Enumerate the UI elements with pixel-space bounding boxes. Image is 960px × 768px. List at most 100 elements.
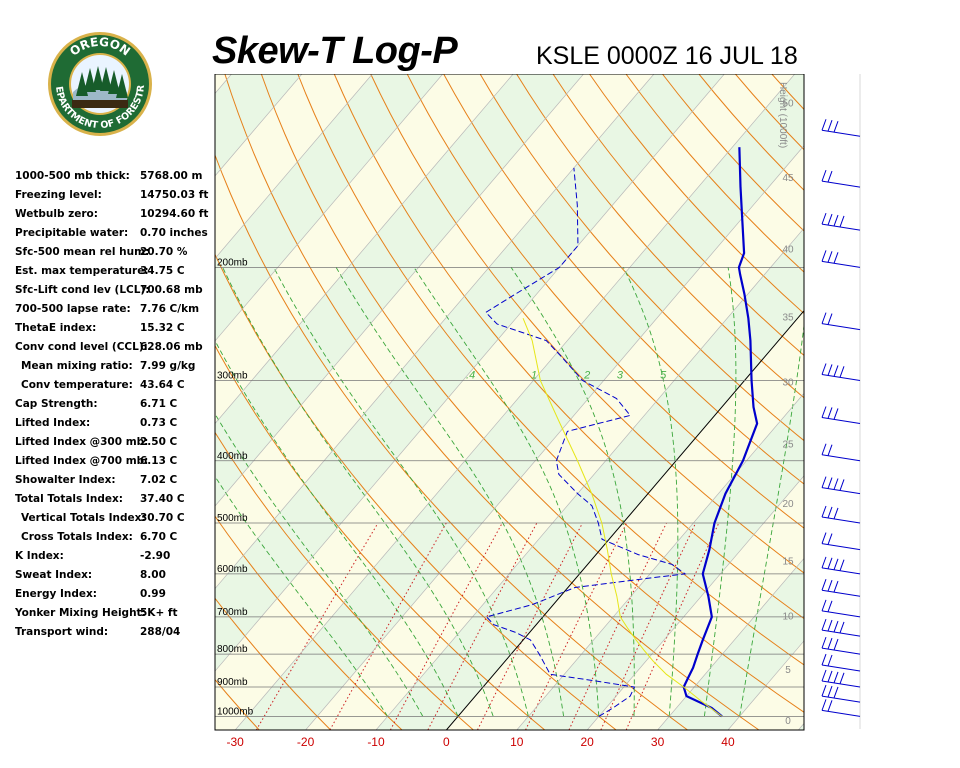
x-tick-label: -30 (227, 735, 245, 749)
wind-barb (821, 312, 861, 331)
barb-flag (821, 618, 827, 631)
skew-t-diagram: 200mb 300mb 400mb 500mb 600mb 700mb 800mb 900mb… (214, 74, 805, 749)
dry-adiabat-line (516, 74, 804, 399)
index-row: Cross Totals Index: 6.70 C (15, 529, 215, 548)
logo-ground (72, 100, 128, 108)
index-label: Lifted Index: (15, 417, 91, 429)
barb-flag (821, 476, 827, 488)
pressure-level-label: 300mb (217, 370, 248, 381)
index-value: 2.50 C (140, 436, 178, 448)
index-row: Sfc-500 mean rel hum: 20.70 % (15, 244, 215, 263)
barb-shaft (821, 417, 861, 424)
mixing-ratio-line (477, 522, 583, 730)
dry-adiabat-line (370, 74, 804, 574)
height-tick-label: 5 (785, 665, 791, 676)
height-tick-label: 40 (782, 244, 794, 255)
dry-adiabat-line (698, 74, 804, 191)
temperature-band (235, 74, 804, 730)
barb-flag (821, 579, 827, 591)
index-label: Cap Strength: (15, 398, 98, 410)
index-label: Sfc-Lift cond lev (LCL): (15, 284, 150, 296)
stability-indices-panel: 1000-500 mb thick: 5768.00 m Freezing leve… (15, 168, 215, 643)
isotherm-line (215, 74, 444, 342)
isotherm-line (215, 74, 725, 672)
height-tick-label: 35 (782, 312, 794, 323)
index-row: 1000-500 mb thick: 5768.00 m (15, 168, 215, 187)
index-value: 628.06 mb (140, 341, 203, 353)
dry-adiabat-line (552, 74, 804, 357)
barb-flag (839, 479, 845, 491)
pressure-level-label: 500mb (217, 513, 248, 524)
mixing-ratio-line (600, 522, 697, 730)
x-tick-label: 0 (443, 735, 450, 749)
wind-barb (821, 443, 861, 462)
isotherm-line (586, 475, 804, 730)
index-value: 0.99 (140, 588, 166, 600)
x-tick-label: -20 (297, 735, 315, 749)
wind-barb (821, 556, 861, 575)
isotherm-line (215, 74, 373, 260)
tree-icon (116, 74, 128, 98)
index-value: 5768.00 m (140, 170, 203, 182)
index-label: Vertical Totals Index: (21, 512, 146, 524)
mixing-ratio-line (525, 522, 628, 730)
isotherm-line (305, 145, 804, 730)
dry-adiabat-line (333, 74, 804, 620)
index-label: K Index: (15, 550, 64, 562)
wind-barb (821, 406, 861, 424)
pressure-level-label: 700mb (217, 607, 248, 618)
x-tick-label: 20 (581, 735, 595, 749)
index-row: Showalter Index: 7.02 C (15, 472, 215, 491)
barb-shaft (821, 647, 861, 655)
index-value: 7.76 C/km (140, 303, 200, 315)
barb-flag (827, 313, 833, 325)
barb-flag (827, 600, 833, 613)
pressure-level-label: 900mb (217, 677, 248, 688)
index-label: 700-500 lapse rate: (15, 303, 131, 315)
barb-flag (827, 506, 833, 519)
isotherm-line (657, 557, 804, 730)
mixing-ratio-line (389, 522, 503, 730)
index-row: Conv temperature: 43.64 C (15, 377, 215, 396)
dry-adiabat-line (215, 515, 403, 730)
index-row: Est. max temperature: 34.75 C (15, 263, 215, 282)
wind-barb (821, 618, 861, 637)
barb-flag (821, 443, 827, 455)
barb-flag (827, 670, 833, 683)
index-row: K Index: -2.90 (15, 548, 215, 567)
isotherm-line (446, 309, 804, 730)
barb-flag (833, 365, 839, 377)
dry-adiabat-line (215, 597, 331, 730)
index-value: 288/04 (140, 626, 181, 638)
index-value: 7.02 C (140, 474, 178, 486)
barb-shaft (821, 323, 861, 331)
pressure-level-label: 800mb (217, 644, 248, 655)
index-label: Lifted Index @700 mb: (15, 455, 149, 467)
height-tick-label: 10 (782, 612, 794, 623)
x-tick-label: 40 (721, 735, 735, 749)
isotherm-line (516, 392, 804, 730)
mixing-ratio-line (625, 522, 720, 730)
wind-barb (821, 212, 861, 231)
index-row: 700-500 lapse rate: 7.76 C/km (15, 301, 215, 320)
barb-flag (827, 407, 833, 419)
isotherm-line (215, 74, 655, 590)
barb-shaft (821, 709, 861, 717)
index-label: 1000-500 mb thick: (15, 170, 130, 182)
index-label: ThetaE index: (15, 322, 97, 334)
index-value: 30.70 C (140, 512, 185, 524)
wind-barb (821, 579, 861, 597)
dry-adiabat-line (662, 74, 804, 232)
height-tick-label: 25 (782, 440, 794, 451)
dry-adiabat-line (479, 74, 804, 442)
barb-flag (821, 363, 827, 375)
moist-adiabat-line (703, 267, 737, 717)
logo-top-text: OREGON (67, 35, 133, 59)
mixing-ratio-line (255, 522, 379, 730)
barb-flag (827, 533, 833, 545)
mixing-ratio-label: 3 (617, 369, 624, 381)
barb-flag (833, 638, 839, 651)
barb-shaft (821, 589, 861, 597)
index-value: 6.70 C (140, 531, 178, 543)
index-value: 0.70 inches (140, 227, 208, 239)
